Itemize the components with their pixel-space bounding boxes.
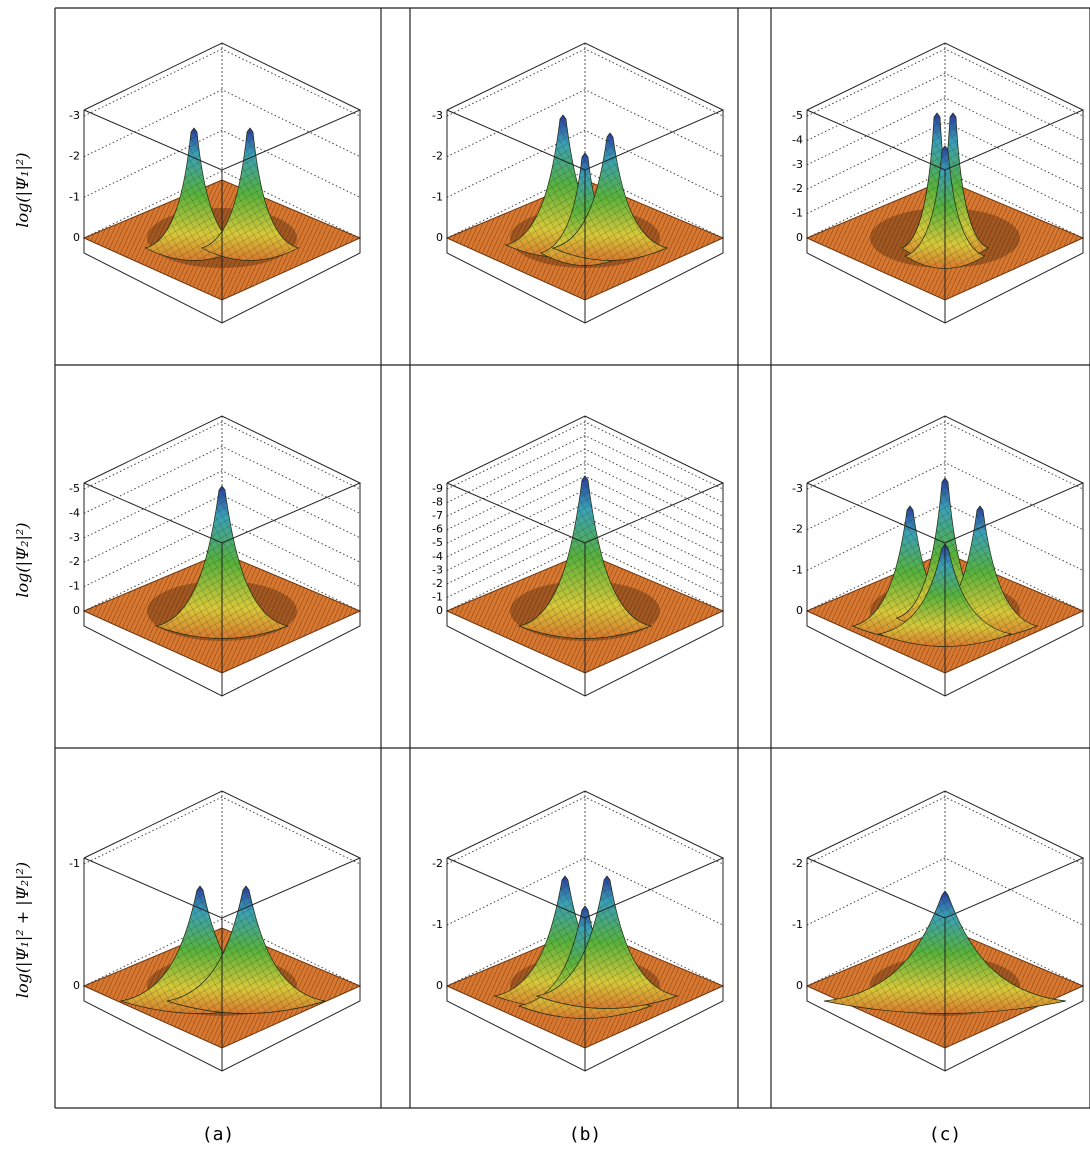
row-label: log(|Ψ₁|² + |Ψ₂|²) — [13, 862, 32, 998]
z-tick-label: -1 — [69, 857, 80, 870]
z-tick-label: -5 — [69, 482, 80, 495]
row-label: log(|Ψ₂|²) — [13, 522, 32, 597]
column-label: (c) — [929, 1124, 962, 1145]
surface-plot: 0 -1 -2 — [432, 791, 723, 1071]
z-tick-label: -2 — [432, 857, 443, 870]
column-label: (b) — [569, 1124, 602, 1145]
surface-plot: 0 -1 -2 -3 — [792, 416, 1083, 696]
z-tick-label: -2 — [69, 150, 80, 163]
box-edge — [447, 791, 723, 918]
z-tick-label: 0 — [73, 231, 80, 244]
figure: 0-1-2-30-1-2-30-1-2-3-4-50-1-2-3-4-50-1-… — [0, 0, 1090, 1152]
z-tick-label: -1 — [69, 190, 80, 203]
column-labels: (a) (b) (c) — [202, 1124, 962, 1145]
z-tick-label: 0 — [436, 979, 443, 992]
z-tick-label: -7 — [432, 509, 443, 522]
surface-plot: 0 -1 -2 -3 -4 -5 — [69, 416, 360, 696]
z-tick-label: -4 — [69, 506, 80, 519]
z-tick-label: -3 — [792, 482, 803, 495]
z-tick-label: 0 — [436, 604, 443, 617]
z-tick-label: 0 — [73, 979, 80, 992]
z-tick-label: -6 — [432, 523, 443, 536]
z-tick-label: -1 — [432, 918, 443, 931]
box-edge — [447, 43, 723, 170]
surface-plot: 0-1-2-3-4-5-6-7-8-9 — [432, 416, 723, 696]
surface-plot: 0 -1 -2 -3 -4 -5 — [792, 43, 1083, 323]
z-tick-label: -3 — [792, 158, 803, 171]
z-tick-label: -1 — [792, 207, 803, 220]
z-tick-label: -3 — [69, 531, 80, 544]
z-tick-label: 0 — [796, 979, 803, 992]
z-tick-label: -2 — [432, 150, 443, 163]
column-label: (a) — [202, 1124, 235, 1145]
surface-plot: 0 -1 -2 -3 — [432, 43, 723, 323]
z-tick-label: 0 — [796, 231, 803, 244]
z-tick-label: -2 — [792, 523, 803, 536]
box-edge — [84, 43, 360, 170]
z-tick-label: -8 — [432, 496, 443, 509]
box-edge — [84, 791, 360, 918]
row-label: log(|Ψ₁|²) — [13, 152, 32, 227]
row-labels: log(|Ψ₁|²) log(|Ψ₂|²) log(|Ψ₁|² + |Ψ₂|²) — [13, 152, 32, 998]
z-tick-label: -5 — [792, 109, 803, 122]
z-tick-label: -9 — [432, 482, 443, 495]
panels: 0-1-2-30-1-2-30-1-2-3-4-50-1-2-3-4-50-1-… — [55, 8, 1090, 1108]
z-tick-label: 0 — [73, 604, 80, 617]
z-tick-label: -5 — [432, 536, 443, 549]
z-tick-label: 0 — [436, 231, 443, 244]
z-tick-label: -2 — [432, 577, 443, 590]
z-tick-label: -1 — [792, 918, 803, 931]
z-tick-label: -2 — [792, 857, 803, 870]
z-tick-label: -3 — [69, 109, 80, 122]
z-tick-label: -1 — [432, 190, 443, 203]
z-tick-label: 0 — [796, 604, 803, 617]
z-tick-label: -1 — [792, 563, 803, 576]
z-tick-label: -2 — [792, 182, 803, 195]
surface-plot: 0 -1 — [69, 791, 360, 1071]
z-tick-label: -1 — [69, 580, 80, 593]
z-tick-label: -3 — [432, 109, 443, 122]
surface-plot: 0 -1 -2 -3 — [69, 43, 360, 323]
z-tick-label: -3 — [432, 563, 443, 576]
z-tick-label: -2 — [69, 555, 80, 568]
surface-plot: 0 -1 -2 — [792, 791, 1083, 1071]
z-tick-label: -1 — [432, 590, 443, 603]
z-tick-label: -4 — [792, 133, 803, 146]
z-tick-label: -4 — [432, 550, 443, 563]
